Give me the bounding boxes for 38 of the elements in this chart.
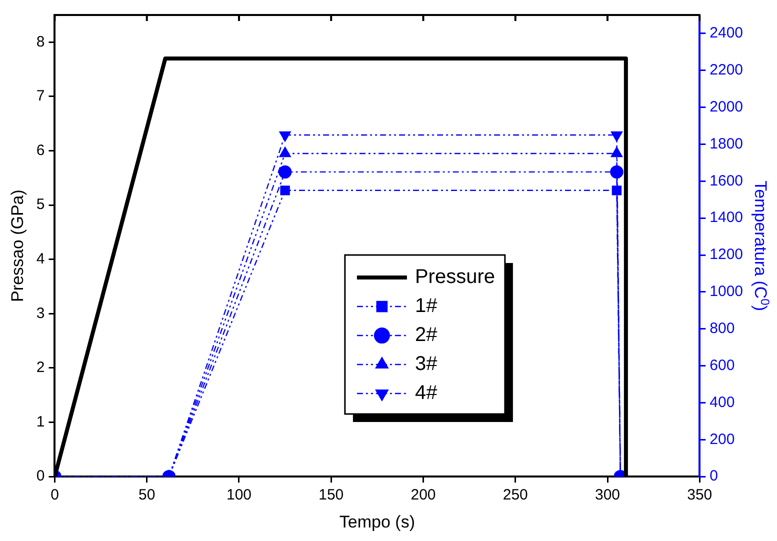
legend-label: 4# [414, 382, 438, 404]
y2-tick-label: 400 [710, 394, 735, 411]
legend-label: 2# [414, 324, 438, 346]
y2-tick-label: 200 [710, 430, 735, 448]
y-tick-label: 4 [36, 250, 45, 268]
y-tick-label: 3 [36, 304, 45, 322]
y2-tick-label: 1000 [710, 283, 744, 300]
y-tick-label: 1 [36, 413, 45, 430]
x-tick-label: 150 [318, 486, 344, 504]
y-tick-label: 2 [36, 359, 45, 376]
legend-label: Pressure [414, 266, 495, 288]
x-tick-label: 350 [687, 486, 712, 504]
legend-label: 1# [414, 295, 438, 318]
y-tick-label: 7 [36, 88, 45, 105]
x-tick-label: 300 [594, 486, 620, 504]
y-tick-label: 0 [36, 468, 45, 485]
y2-tick-label: 2400 [710, 24, 744, 42]
legend-label: 3# [414, 353, 438, 376]
y2-tick-label: 800 [710, 320, 735, 338]
y2-tick-label: 1800 [710, 135, 744, 152]
x-tick-label: 100 [226, 486, 252, 504]
y2-tick-label: 1400 [710, 209, 744, 226]
y-tick-label: 6 [36, 142, 45, 159]
x-tick-label: 200 [410, 486, 436, 504]
y2-tick-label: 600 [710, 356, 735, 374]
y-tick-label: 8 [36, 33, 45, 50]
x-tick-label: 250 [502, 486, 528, 504]
y2-tick-label: 2200 [710, 62, 744, 79]
x-tick-label: 0 [50, 486, 59, 504]
y-axis-title: Pressao (GPa) [8, 190, 27, 302]
y2-tick-label: 1600 [710, 172, 744, 190]
y2-axis-title: Temperatura (C0) [751, 180, 772, 312]
x-tick-label: 50 [138, 486, 156, 504]
y2-tick-label: 2000 [710, 98, 744, 116]
y2-tick-label: 1200 [710, 246, 744, 264]
x-axis-title: Tempo (s) [339, 512, 415, 532]
y2-tick-label: 0 [710, 468, 718, 485]
y-tick-label: 5 [36, 196, 45, 214]
